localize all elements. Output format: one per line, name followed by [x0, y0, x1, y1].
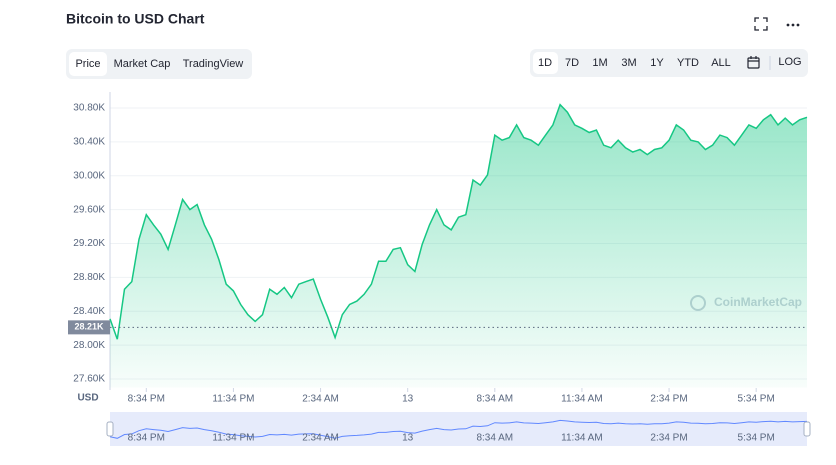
tab-active — [69, 52, 107, 76]
y-tick-label: 30.80K — [73, 103, 105, 114]
range-active — [533, 52, 558, 74]
x-tick-label: 13 — [402, 394, 414, 405]
navigator-handle-left[interactable] — [106, 421, 114, 437]
y-tick-label: 28.00K — [73, 340, 105, 351]
x-tick-label: 11:34 PM — [212, 394, 254, 405]
current-price-box — [68, 320, 110, 335]
navigator-tick-label: 8:34 AM — [476, 433, 513, 444]
range-button[interactable]: 7D — [565, 57, 579, 69]
tab-group — [66, 49, 252, 79]
y-tick-label: 30.40K — [73, 136, 105, 147]
navigator-tick-label: 2:34 PM — [650, 433, 687, 444]
navigator-tick-label: 11:34 PM — [212, 433, 254, 444]
x-tick-label: 11:34 AM — [561, 394, 603, 405]
navigator-tick-label: 2:34 AM — [302, 433, 339, 444]
range-button[interactable]: 1D — [538, 57, 552, 69]
range-button[interactable]: ALL — [711, 57, 731, 69]
currency-label: USD — [77, 393, 98, 404]
fullscreen-icon[interactable] — [754, 17, 768, 31]
y-tick-label: 27.60K — [73, 374, 105, 385]
current-price-label: 28.21K — [74, 322, 104, 332]
more-icon[interactable] — [786, 23, 800, 27]
navigator-tick-label: 13 — [402, 433, 414, 444]
range-group — [530, 49, 808, 77]
y-tick-label: 29.60K — [73, 204, 105, 215]
navigator-tick-label: 8:34 PM — [128, 433, 165, 444]
range-button[interactable]: 1Y — [650, 57, 664, 69]
y-tick-label: 28.40K — [73, 306, 105, 317]
navigator-tick-label: 11:34 AM — [561, 433, 603, 444]
navigator-handle-right[interactable] — [803, 421, 811, 437]
y-tick-label: 29.20K — [73, 238, 105, 249]
range-button[interactable]: 3M — [621, 57, 636, 69]
tab[interactable]: TradingView — [183, 58, 244, 70]
tab[interactable]: Market Cap — [114, 58, 171, 70]
x-tick-label: 5:34 PM — [738, 394, 775, 405]
x-tick-label: 2:34 AM — [302, 394, 339, 405]
chart-title: Bitcoin to USD Chart — [66, 11, 205, 27]
price-area — [110, 104, 807, 388]
tab[interactable]: Price — [75, 58, 100, 70]
y-tick-label: 30.00K — [73, 170, 105, 181]
navigator-tick-label: 5:34 PM — [738, 433, 775, 444]
price-line — [109, 103, 808, 340]
calendar-icon[interactable] — [747, 56, 760, 69]
navigator-line — [109, 419, 808, 439]
y-tick-label: 28.80K — [73, 272, 105, 283]
x-tick-label: 8:34 PM — [128, 394, 165, 405]
x-tick-label: 2:34 PM — [650, 394, 687, 405]
range-button[interactable]: 1M — [592, 57, 607, 69]
range-button[interactable]: YTD — [677, 57, 699, 69]
log-button[interactable]: LOG — [778, 56, 801, 68]
x-tick-label: 8:34 AM — [476, 394, 513, 405]
